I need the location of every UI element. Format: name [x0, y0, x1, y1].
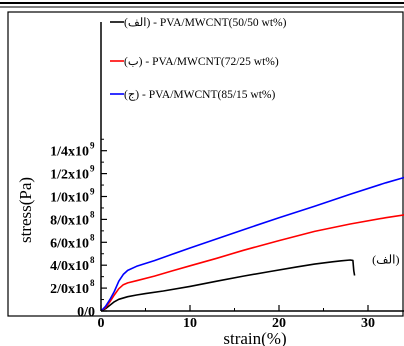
y-tick-label: 0/0 [77, 305, 95, 320]
y-tick-exponent: 8 [90, 209, 95, 219]
y-tick-label: 4/0x10 [50, 259, 89, 274]
y-tick-exponent: 8 [90, 278, 95, 288]
y-axis-label: stress(Pa) [16, 177, 35, 243]
curve-label: (الف) [372, 252, 399, 266]
y-tick-label: 2/0x10 [50, 282, 89, 297]
y-tick-label: 8/0x10 [50, 213, 89, 228]
y-tick-exponent: 8 [90, 232, 95, 242]
y-tick-label: 1/0x10 [50, 191, 89, 206]
legend: (الف) - PVA/MWCNT(50/50 wt%) (ب) - PVA/MW… [110, 16, 287, 101]
x-tick-label: 10 [183, 316, 197, 331]
y-tick-label: 1/4x10 [50, 145, 89, 160]
legend-entry: (الف) - PVA/MWCNT(50/50 wt%) [124, 16, 287, 29]
y-tick-label: 6/0x10 [50, 236, 89, 251]
y-tick-exponent: 9 [90, 141, 95, 151]
x-tick-label: 20 [272, 316, 286, 331]
legend-entry: (ب) - PVA/MWCNT(72/25 wt%) [124, 56, 279, 68]
x-axis-label: strain(%) [223, 329, 286, 346]
axes: 01020304050/02/0x1084/0x1086/0x1088/0x10… [50, 22, 404, 331]
annotations: (الف)(ب)(ج [372, 252, 399, 266]
y-tick-exponent: 8 [90, 255, 95, 265]
plot-frame [7, 11, 404, 317]
series-line-1 [100, 259, 356, 312]
y-tick-exponent: 9 [90, 164, 95, 174]
series-line-3 [100, 176, 404, 312]
x-tick-label: 30 [361, 316, 375, 331]
x-tick-label: 0 [98, 316, 105, 331]
y-tick-exponent: 9 [90, 187, 95, 197]
y-tick-label: 1/2x10 [50, 168, 89, 183]
legend-entry: (ج) - PVA/MWCNT(85/15 wt%) [124, 89, 275, 101]
series-line-2 [100, 214, 404, 312]
plot-area [100, 176, 404, 312]
